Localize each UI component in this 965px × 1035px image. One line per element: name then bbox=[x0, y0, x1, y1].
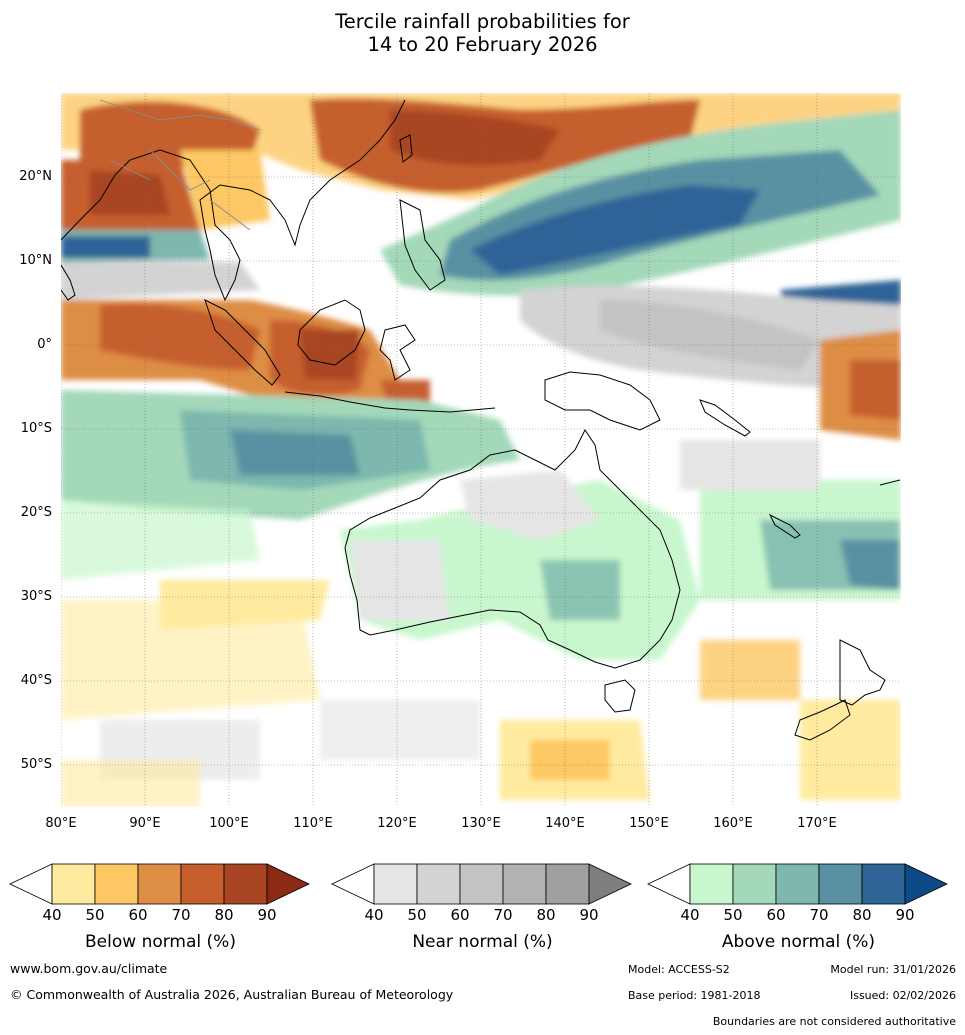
model-run-text: Model run: 31/01/2026 bbox=[830, 963, 956, 976]
below-swatch-2 bbox=[94, 863, 139, 905]
lon-label-120e: 120°E bbox=[377, 816, 417, 831]
lon-label-140e: 140°E bbox=[545, 816, 585, 831]
near-swatch-4 bbox=[502, 863, 547, 905]
above-tick-50: 50 bbox=[723, 906, 743, 924]
lat-label-50s: 50°S bbox=[20, 757, 52, 772]
sulawesi-coast bbox=[379, 324, 416, 381]
title-line-2: 14 to 20 February 2026 bbox=[367, 33, 598, 56]
lat-label-40s: 40°S bbox=[20, 673, 52, 688]
sumatra-coast bbox=[204, 299, 281, 386]
new-guinea-coast bbox=[544, 371, 661, 431]
lon-label-130e: 130°E bbox=[461, 816, 501, 831]
lon-label-160e: 160°E bbox=[713, 816, 753, 831]
lon-label-110e: 110°E bbox=[293, 816, 333, 831]
above-tick-60: 60 bbox=[766, 906, 786, 924]
india-coast bbox=[61, 264, 76, 301]
below-swatch-5 bbox=[223, 863, 268, 905]
map-svg bbox=[61, 93, 901, 807]
near-tick-40: 40 bbox=[364, 906, 384, 924]
lat-label-10s: 10°S bbox=[20, 421, 52, 436]
lon-label-80e: 80°E bbox=[45, 816, 77, 831]
forecast-map: 20°N 10°N 0° 10°S 20°S 30°S 40°S 50°S 80… bbox=[19, 93, 901, 831]
taiwan-coast bbox=[399, 134, 413, 163]
colorbar-above-normal: 40 50 60 70 80 90 Above normal (%) bbox=[646, 862, 951, 952]
below-lower-extension bbox=[9, 863, 53, 905]
below-swatch-4 bbox=[180, 863, 225, 905]
near-swatch-3 bbox=[459, 863, 504, 905]
mainland-asia-coast bbox=[61, 99, 406, 302]
below-tick-60: 60 bbox=[128, 906, 148, 924]
near-tick-90: 90 bbox=[579, 906, 599, 924]
boundaries-disclaimer: Boundaries are not considered authoritat… bbox=[712, 1015, 956, 1028]
above-tick-40: 40 bbox=[680, 906, 700, 924]
colorbar-near-normal: 40 50 60 70 80 90 Near normal (%) bbox=[330, 862, 635, 952]
near-tick-50: 50 bbox=[407, 906, 427, 924]
below-tick-40: 40 bbox=[42, 906, 62, 924]
near-tick-80: 80 bbox=[536, 906, 556, 924]
lon-label-100e: 100°E bbox=[209, 816, 249, 831]
probability-field bbox=[61, 93, 901, 807]
nz-north-island bbox=[839, 639, 886, 706]
near-normal-label: Near normal (%) bbox=[412, 932, 553, 952]
graticule bbox=[61, 93, 901, 807]
above-swatch-4 bbox=[818, 863, 863, 905]
below-swatch-1 bbox=[51, 863, 96, 905]
below-tick-50: 50 bbox=[85, 906, 105, 924]
model-text: Model: ACCESS-S2 bbox=[628, 963, 730, 976]
lon-label-170e: 170°E bbox=[797, 816, 837, 831]
title-line-1: Tercile rainfall probabilities for bbox=[335, 10, 630, 33]
above-swatch-3 bbox=[775, 863, 820, 905]
above-upper-extension bbox=[904, 863, 948, 905]
near-swatch-5 bbox=[545, 863, 590, 905]
near-swatch-2 bbox=[416, 863, 461, 905]
above-swatch-2 bbox=[732, 863, 777, 905]
issued-text: Issued: 02/02/2026 bbox=[849, 989, 956, 1002]
below-upper-extension bbox=[266, 863, 310, 905]
near-tick-60: 60 bbox=[450, 906, 470, 924]
tasmania-coast bbox=[604, 679, 636, 713]
lon-label-150e: 150°E bbox=[629, 816, 669, 831]
near-tick-70: 70 bbox=[493, 906, 513, 924]
near-swatch-1 bbox=[373, 863, 418, 905]
lat-label-30s: 30°S bbox=[20, 589, 52, 604]
australia-coast bbox=[344, 429, 681, 669]
above-lower-extension bbox=[647, 863, 691, 905]
coastlines bbox=[61, 99, 901, 741]
above-tick-90: 90 bbox=[895, 906, 915, 924]
lat-label-0: 0° bbox=[37, 337, 52, 352]
above-normal-label: Above normal (%) bbox=[721, 932, 876, 952]
political-boundaries bbox=[99, 99, 261, 231]
lat-label-20s: 20°S bbox=[20, 505, 52, 520]
new-caledonia bbox=[768, 513, 801, 539]
java-coast bbox=[284, 391, 496, 413]
solomon-islands bbox=[699, 399, 751, 437]
colorbar-below-normal: 40 50 60 70 80 90 Below normal (%) bbox=[8, 862, 313, 952]
near-lower-extension bbox=[331, 863, 375, 905]
fiji bbox=[879, 479, 901, 486]
colorbar-near-svg bbox=[331, 863, 632, 905]
below-tick-70: 70 bbox=[171, 906, 191, 924]
above-swatch-1 bbox=[689, 863, 734, 905]
map-title: Tercile rainfall probabilities for 14 to… bbox=[0, 10, 965, 56]
below-tick-80: 80 bbox=[214, 906, 234, 924]
base-period-text: Base period: 1981-2018 bbox=[628, 989, 761, 1002]
website-link[interactable]: www.bom.gov.au/climate bbox=[10, 961, 168, 976]
below-normal-label: Below normal (%) bbox=[85, 932, 236, 952]
colorbar-above-svg bbox=[647, 863, 948, 905]
colorbar-below-svg bbox=[9, 863, 310, 905]
near-upper-extension bbox=[588, 863, 632, 905]
lat-label-10n: 10°N bbox=[19, 253, 52, 268]
lat-label-20n: 20°N bbox=[19, 169, 52, 184]
above-swatch-5 bbox=[861, 863, 906, 905]
below-swatch-3 bbox=[137, 863, 182, 905]
above-tick-70: 70 bbox=[809, 906, 829, 924]
lon-label-90e: 90°E bbox=[129, 816, 161, 831]
philippines-coast bbox=[399, 199, 446, 291]
borneo-coast bbox=[297, 299, 366, 366]
below-tick-90: 90 bbox=[257, 906, 277, 924]
above-tick-80: 80 bbox=[852, 906, 872, 924]
copyright-text: © Commonwealth of Australia 2026, Austra… bbox=[10, 987, 454, 1002]
nz-south-island bbox=[794, 699, 851, 741]
